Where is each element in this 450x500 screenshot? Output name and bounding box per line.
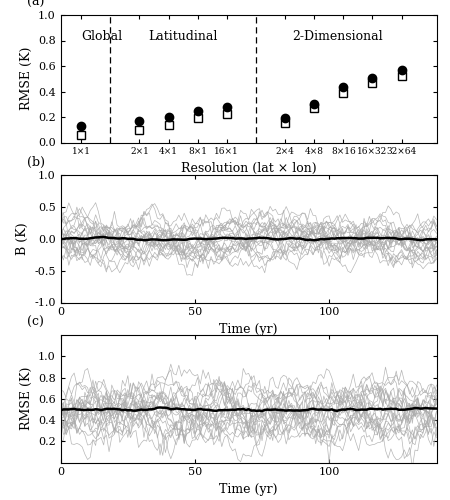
Text: (c): (c) (27, 316, 44, 329)
Text: Global: Global (81, 30, 122, 44)
Text: 2-Dimensional: 2-Dimensional (292, 30, 383, 44)
Text: (b): (b) (27, 156, 45, 169)
X-axis label: Resolution (lat × lon): Resolution (lat × lon) (181, 162, 316, 175)
Y-axis label: B (K): B (K) (16, 222, 29, 255)
Y-axis label: RMSE (K): RMSE (K) (20, 47, 32, 110)
Text: (a): (a) (27, 0, 44, 9)
Y-axis label: RMSE (K): RMSE (K) (20, 367, 32, 430)
X-axis label: Time (yr): Time (yr) (220, 323, 278, 336)
Text: Latitudinal: Latitudinal (148, 30, 218, 44)
X-axis label: Time (yr): Time (yr) (220, 483, 278, 496)
